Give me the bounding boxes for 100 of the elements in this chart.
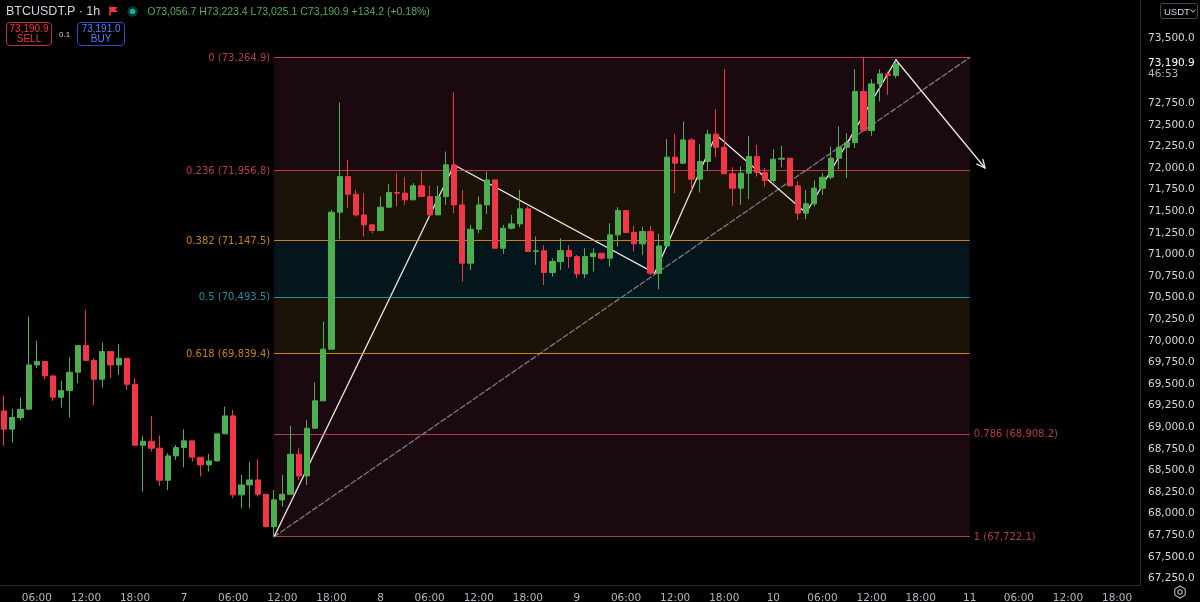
y-tick-label: 71,750.0	[1148, 182, 1195, 195]
candlestick	[828, 146, 834, 180]
candlestick	[181, 428, 187, 468]
candlestick	[492, 179, 498, 249]
candlestick	[566, 244, 572, 269]
candlestick	[83, 309, 89, 362]
dropdown: USDT	[1160, 3, 1198, 19]
ref-line-label: 0 (73,264.9)	[208, 51, 271, 63]
candlestick	[688, 137, 695, 191]
candlestick	[271, 489, 277, 537]
y-tick-label: 72,750.0	[1148, 95, 1195, 108]
candlestick	[639, 226, 646, 256]
y-tick-label: 67,250.0	[1148, 571, 1195, 584]
candlestick	[746, 135, 752, 200]
candlestick	[369, 224, 375, 234]
candlestick	[713, 108, 719, 158]
x-tick-label: 11	[963, 590, 977, 602]
candlestick	[91, 357, 97, 406]
x-tick-label: 12:00	[660, 590, 691, 602]
candlestick	[386, 183, 392, 208]
candlestick	[230, 409, 236, 499]
candlestick	[860, 56, 867, 132]
candlestick	[541, 244, 547, 286]
y-tick-label: 70,250.0	[1148, 311, 1195, 324]
y-tick-label: 69,000.0	[1148, 420, 1195, 432]
ref-line-label: 0.786 (68,908.2)	[973, 428, 1059, 440]
y-tick-label: 71,000.0	[1148, 247, 1195, 260]
x-tick-label: 10	[766, 590, 781, 602]
candlestick	[819, 172, 826, 196]
y-tick-label: 69,500.0	[1148, 376, 1195, 389]
candlestick	[124, 357, 130, 391]
x-tick-label: 18:00	[512, 590, 543, 602]
candlestick	[17, 396, 24, 422]
candlestick	[697, 143, 703, 194]
candlestick	[590, 247, 596, 273]
candlestick	[99, 342, 105, 389]
candlestick	[664, 138, 670, 247]
candlestick	[165, 452, 171, 491]
candlestick	[132, 377, 138, 446]
candlestick	[811, 180, 817, 208]
x-tick-label: 18:00	[119, 590, 151, 602]
x-tick-label: 06:00	[807, 590, 838, 602]
candlestick	[320, 321, 326, 402]
candlestick	[476, 196, 482, 234]
y-tick-label: 71,250.0	[1148, 225, 1195, 238]
candlestick	[729, 166, 736, 207]
annotation: 0.1	[59, 29, 71, 39]
candlestick	[656, 233, 662, 290]
y-tick-label: 68,250.0	[1148, 484, 1195, 497]
candlestick	[721, 68, 727, 175]
x-tick-label: 18:00	[1101, 590, 1133, 602]
ref-line-label: 1 (67,722.1)	[973, 530, 1036, 542]
candlestick	[410, 182, 416, 201]
x-tick-label: 8	[377, 590, 384, 602]
y-tick-label: 67,750.0	[1148, 528, 1195, 541]
candlestick	[255, 458, 261, 498]
candlestick	[705, 129, 711, 172]
candlestick	[304, 419, 310, 486]
ref-line-label: 0.236 (71,956.8)	[186, 165, 271, 177]
y-tick-label: 68,500.0	[1148, 463, 1195, 476]
candlestick	[623, 210, 629, 234]
candlestick	[296, 447, 302, 481]
x-tick-label: 12:00	[463, 590, 494, 602]
candlestick	[26, 316, 32, 410]
candlestick	[598, 252, 605, 261]
candlestick	[852, 68, 858, 149]
x-tick-label: 06:00	[218, 590, 249, 602]
candlestick	[328, 209, 335, 350]
candlestick	[517, 189, 523, 228]
y-tick-label: 68,000.0	[1148, 506, 1195, 519]
candlestick	[467, 224, 474, 271]
candlestick	[803, 189, 809, 220]
x-tick-label: 06:00	[414, 590, 445, 602]
candlestick	[214, 433, 220, 463]
candlestick	[66, 356, 73, 419]
candlestick	[418, 171, 425, 198]
candlestick	[116, 343, 122, 376]
candlestick	[353, 189, 359, 218]
candlestick	[279, 474, 285, 508]
y-tick-label: 72,500.0	[1148, 117, 1195, 130]
candlestick	[58, 380, 64, 409]
y-tick-label: 72,000.0	[1148, 160, 1195, 173]
candlestick	[672, 133, 678, 194]
candlestick	[500, 224, 506, 255]
ref-line-label: 0.5 (70,493.5)	[198, 291, 271, 303]
candlestick	[140, 435, 146, 493]
candlestick	[451, 91, 457, 214]
candlestick	[197, 456, 204, 478]
y-tick-label: 71,500.0	[1148, 203, 1195, 216]
y-tick-label: 73,500.0	[1148, 31, 1195, 44]
x-tick-label: 06:00	[21, 590, 52, 602]
x-tick-label: 18:00	[316, 590, 347, 602]
candlestick	[868, 78, 875, 137]
x-tick-label: 18:00	[709, 590, 740, 602]
candlestick	[762, 167, 768, 188]
candlestick	[50, 375, 56, 402]
candlestick	[607, 222, 613, 268]
y-tick-label: 72,250.0	[1148, 139, 1195, 152]
candlestick	[9, 408, 15, 444]
candlestick	[312, 382, 318, 429]
